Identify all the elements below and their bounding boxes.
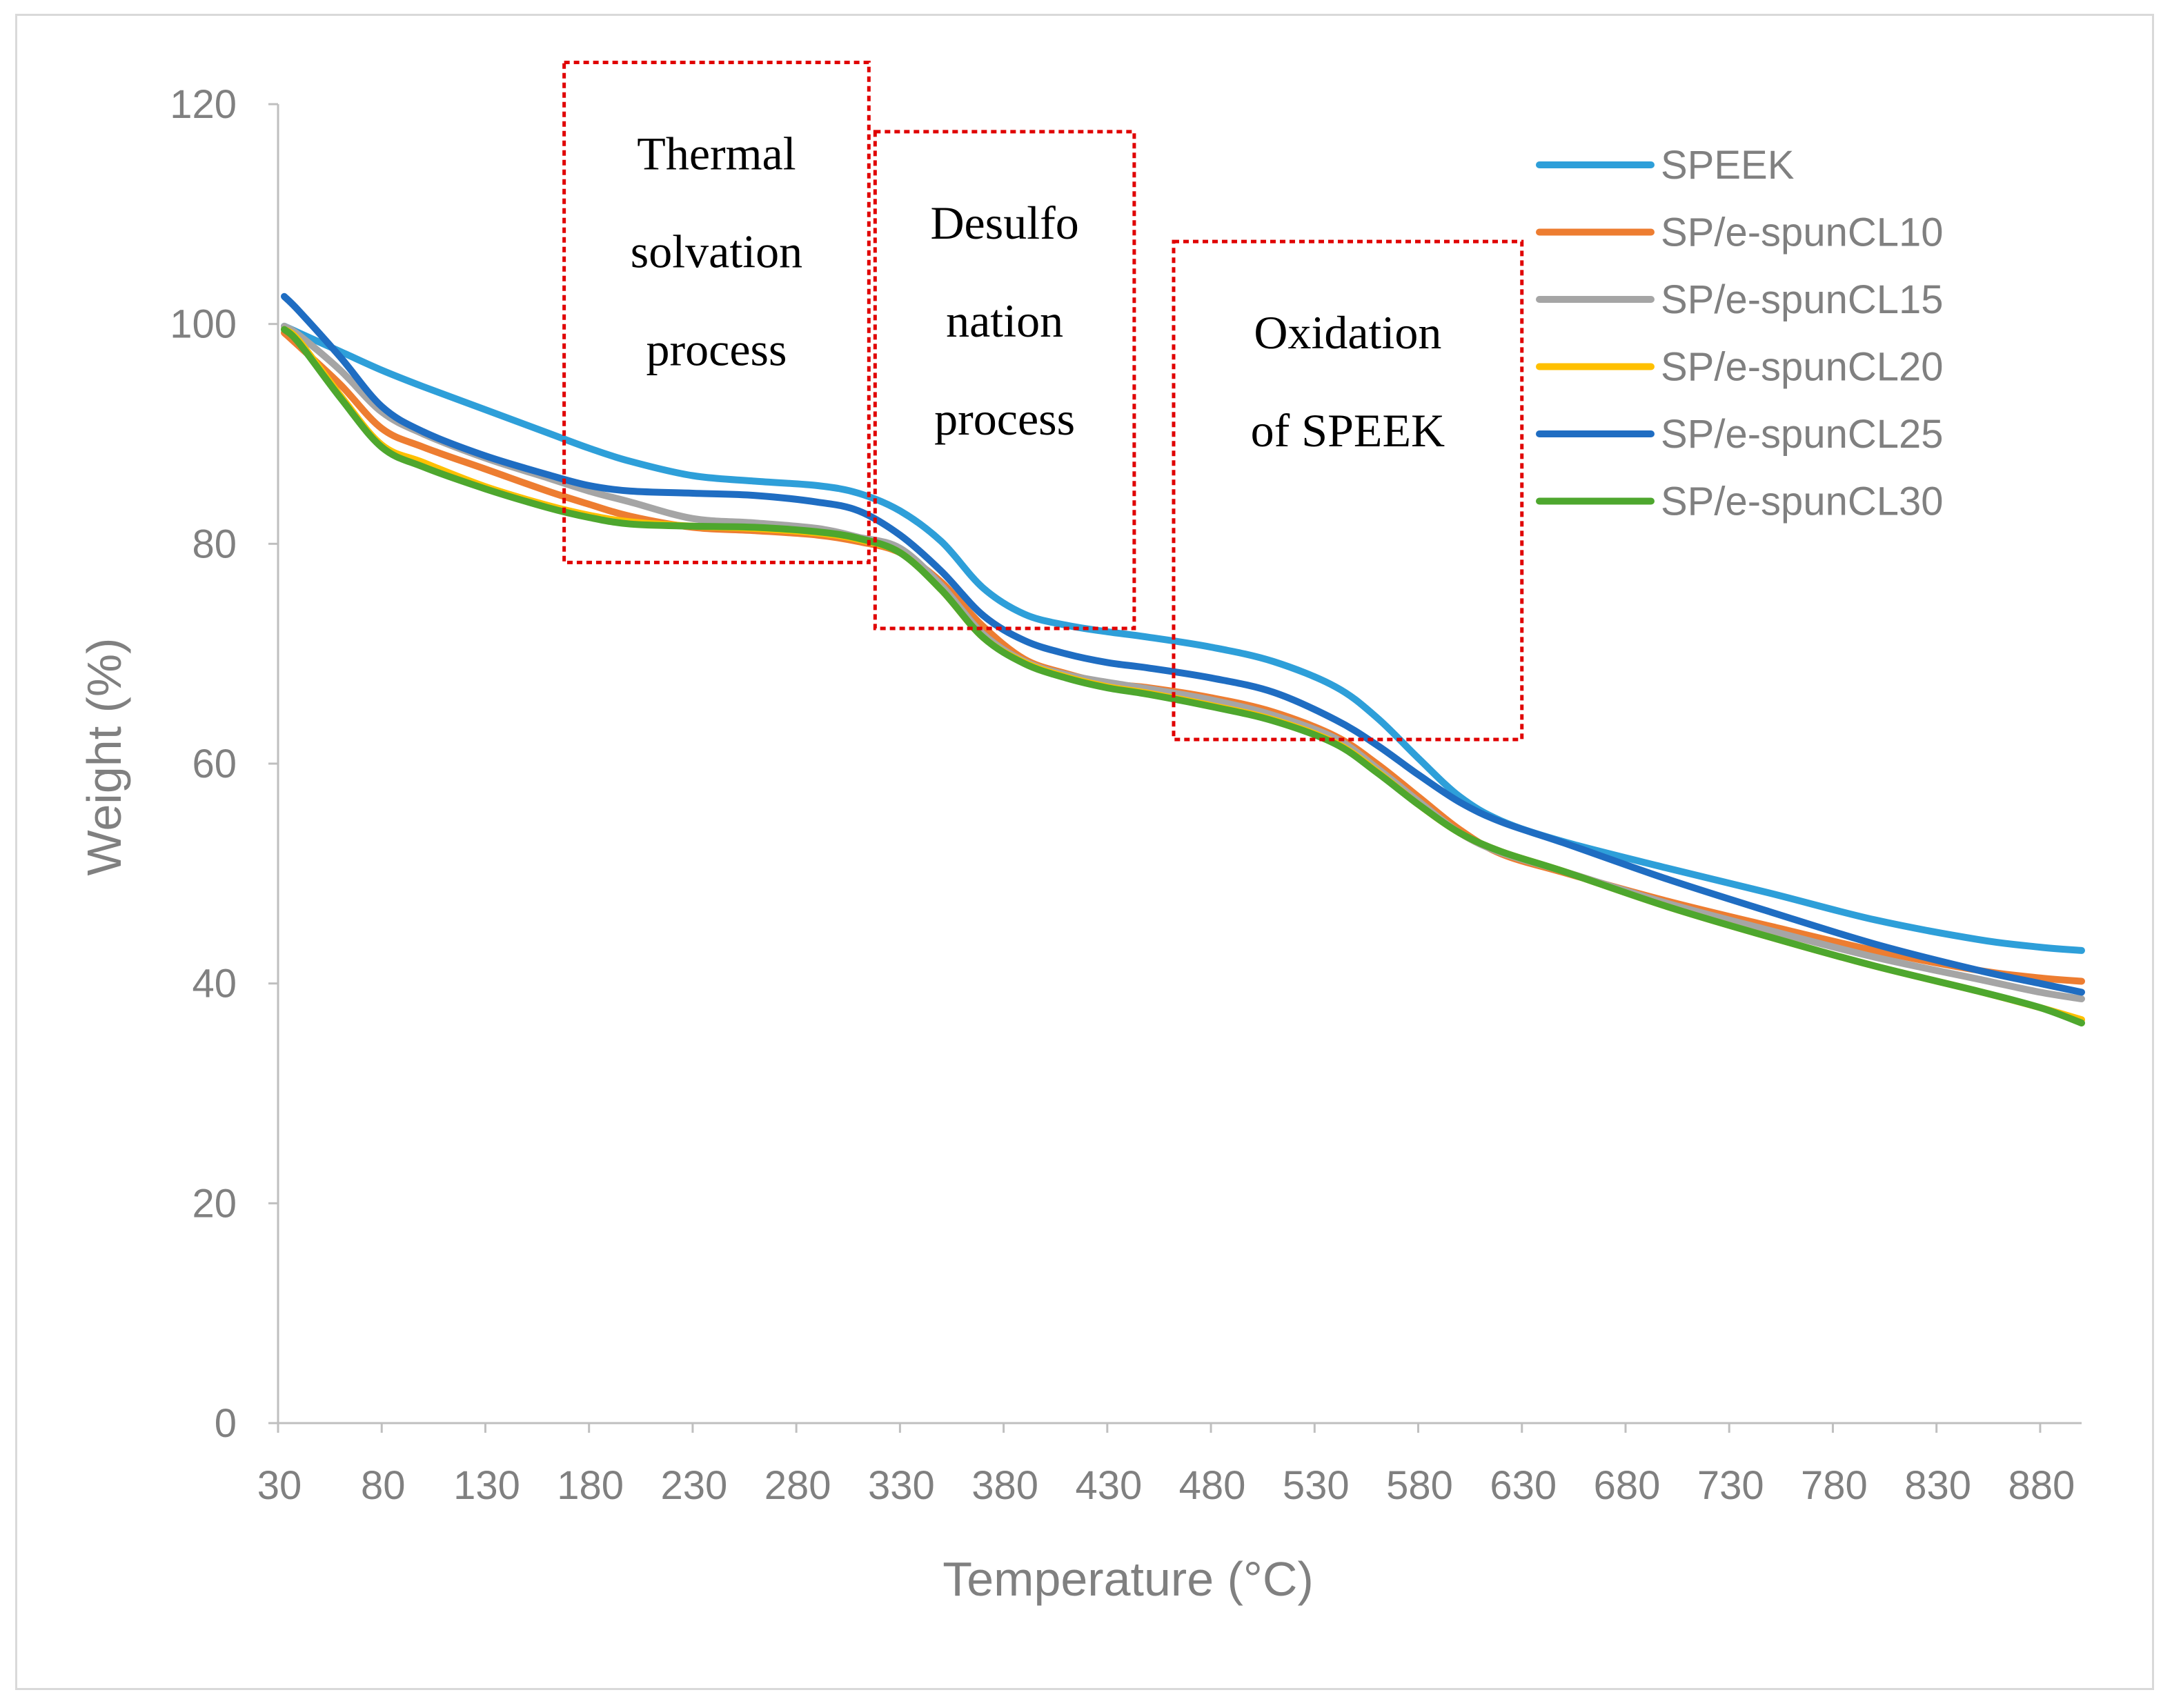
x-tick-label: 130 [453, 1463, 520, 1508]
legend-label: SPEEK [1661, 143, 1795, 188]
y-tick-label: 120 [170, 82, 237, 127]
chart-frame: 0 20 40 60 80 100 120 30 80 130 180 230 280 330 380 43… [15, 14, 2154, 1690]
x-tick-label: 230 [661, 1463, 728, 1508]
series-line-sp-e-spuncl25 [281, 292, 2085, 996]
legend[interactable]: SPEEK SP/e-spunCL10 SP/e-spunCL15 SP/e-spun… [1536, 143, 1943, 524]
x-axis-title: Temperature (°C) [942, 1552, 1314, 1606]
series-line-sp-e-spuncl30 [281, 326, 2085, 1026]
annotation-text-thermal-solvation: process [646, 323, 787, 375]
annotation-text-desulfonation: Desulfo [930, 197, 1078, 249]
x-tick-label: 530 [1283, 1463, 1350, 1508]
x-tick-label: 280 [764, 1463, 831, 1508]
x-tick-label: 180 [557, 1463, 624, 1508]
x-tick-label: 730 [1697, 1463, 1764, 1508]
y-tick-label: 60 [192, 742, 237, 786]
legend-item-sp-e-spuncl25[interactable]: SP/e-spunCL25 [1536, 412, 1943, 457]
x-tick-label: 30 [257, 1463, 302, 1508]
y-axis: 0 20 40 60 80 100 120 [170, 82, 279, 1446]
legend-label: SP/e-spunCL15 [1661, 277, 1943, 322]
y-axis-title: Weight (%) [77, 638, 131, 876]
legend-item-sp-e-spuncl30[interactable]: SP/e-spunCL30 [1536, 479, 1943, 524]
x-tick-label: 430 [1075, 1463, 1142, 1508]
legend-item-sp-e-spuncl15[interactable]: SP/e-spunCL15 [1536, 277, 1943, 322]
annotation-group: Thermal solvation process Desulfo nation proc… [562, 60, 1524, 742]
x-tick-label: 830 [1904, 1463, 1971, 1508]
legend-item-sp-e-spuncl10[interactable]: SP/e-spunCL10 [1536, 210, 1943, 255]
annotation-text-desulfonation: process [934, 393, 1075, 445]
annotation-text-oxidation: Oxidation [1254, 306, 1441, 359]
x-tick-label: 580 [1386, 1463, 1453, 1508]
annotation-box-thermal-solvation [562, 60, 871, 564]
x-tick-label: 480 [1179, 1463, 1246, 1508]
y-tick-label: 0 [215, 1401, 237, 1446]
x-tick-label: 330 [868, 1463, 935, 1508]
legend-label: SP/e-spunCL20 [1661, 345, 1943, 390]
series-group [281, 292, 2085, 1026]
annotation-text-oxidation: of SPEEK [1251, 404, 1445, 457]
y-tick-label: 100 [170, 302, 237, 347]
tga-line-chart: 0 20 40 60 80 100 120 30 80 130 180 230 280 330 380 43… [77, 60, 2085, 1606]
legend-item-sp-e-spuncl20[interactable]: SP/e-spunCL20 [1536, 345, 1943, 390]
x-tick-label: 780 [1801, 1463, 1868, 1508]
annotation-box-oxidation [1172, 239, 1524, 742]
legend-item-speek[interactable]: SPEEK [1536, 143, 1795, 188]
x-tick-label: 80 [361, 1463, 406, 1508]
annotation-text-thermal-solvation: Thermal [637, 127, 796, 179]
x-tick-label: 880 [2008, 1463, 2075, 1508]
legend-label: SP/e-spunCL10 [1661, 210, 1943, 255]
x-tick-label: 630 [1490, 1463, 1557, 1508]
y-tick-label: 20 [192, 1181, 237, 1226]
y-tick-label: 80 [192, 522, 237, 566]
legend-label: SP/e-spunCL25 [1661, 412, 1943, 457]
x-axis: 30 80 130 180 230 280 330 380 430 480 530 580 630 680… [257, 1422, 2082, 1508]
x-tick-label: 380 [971, 1463, 1038, 1508]
annotation-box-desulfonation [873, 130, 1136, 630]
annotation-text-desulfonation: nation [946, 295, 1063, 347]
x-tick-label: 680 [1594, 1463, 1661, 1508]
legend-label: SP/e-spunCL30 [1661, 479, 1943, 524]
annotation-text-thermal-solvation: solvation [631, 225, 802, 277]
y-tick-label: 40 [192, 962, 237, 1006]
